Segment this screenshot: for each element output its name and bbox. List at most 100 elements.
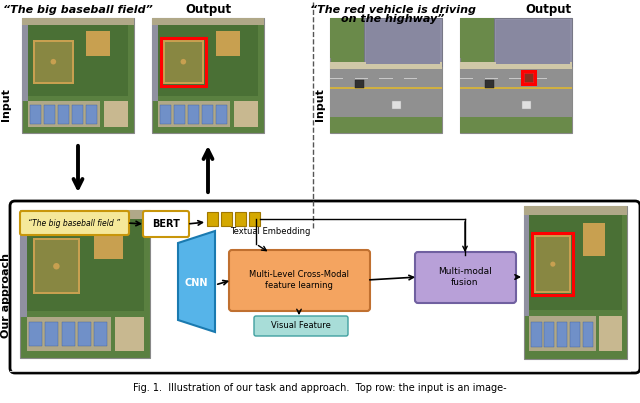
- Text: Textual Embedding: Textual Embedding: [230, 228, 310, 237]
- Text: “The big baseball field”: “The big baseball field”: [3, 5, 153, 15]
- Bar: [161, 38, 205, 85]
- Bar: [532, 233, 573, 295]
- Circle shape: [550, 262, 556, 267]
- Bar: [460, 117, 572, 133]
- Bar: [207, 212, 218, 226]
- Text: Our approach: Our approach: [1, 253, 11, 337]
- Bar: [78, 322, 91, 346]
- Bar: [524, 73, 533, 81]
- Bar: [249, 212, 260, 226]
- Bar: [330, 78, 344, 79]
- Bar: [364, 18, 442, 66]
- Text: Multi-Level Cross-Modal
feature learning: Multi-Level Cross-Modal feature learning: [249, 270, 349, 290]
- Bar: [522, 71, 535, 83]
- Bar: [380, 78, 393, 79]
- Bar: [529, 211, 622, 310]
- Bar: [531, 322, 541, 347]
- Bar: [460, 78, 474, 79]
- FancyBboxPatch shape: [254, 316, 348, 336]
- Bar: [235, 212, 246, 226]
- Bar: [460, 62, 572, 71]
- Bar: [61, 322, 75, 346]
- Text: Input: Input: [315, 89, 325, 121]
- Circle shape: [227, 42, 230, 45]
- Bar: [152, 25, 157, 101]
- Bar: [495, 20, 570, 64]
- Bar: [330, 69, 442, 117]
- Bar: [330, 117, 442, 133]
- FancyBboxPatch shape: [10, 201, 640, 373]
- Bar: [45, 322, 58, 346]
- Bar: [33, 40, 74, 83]
- Bar: [22, 25, 28, 101]
- Bar: [534, 235, 572, 293]
- Bar: [536, 237, 570, 291]
- Bar: [330, 87, 442, 89]
- Bar: [404, 78, 417, 79]
- Bar: [330, 62, 442, 71]
- Bar: [26, 214, 143, 311]
- Circle shape: [53, 263, 60, 270]
- Bar: [355, 80, 364, 88]
- Bar: [493, 18, 572, 66]
- Polygon shape: [178, 231, 215, 332]
- Bar: [544, 322, 554, 347]
- Bar: [484, 78, 498, 79]
- Bar: [392, 101, 401, 109]
- Bar: [202, 106, 213, 124]
- Circle shape: [593, 238, 596, 241]
- Bar: [174, 106, 185, 124]
- Bar: [221, 212, 232, 226]
- Bar: [524, 206, 627, 215]
- Text: Visual Feature: Visual Feature: [271, 322, 331, 330]
- FancyBboxPatch shape: [415, 252, 516, 303]
- Bar: [20, 210, 150, 358]
- Text: “The big baseball field ”: “The big baseball field ”: [28, 218, 120, 228]
- Bar: [216, 31, 241, 56]
- Bar: [26, 317, 111, 351]
- Bar: [104, 101, 129, 127]
- Bar: [460, 18, 493, 58]
- Bar: [20, 210, 150, 219]
- Bar: [460, 18, 572, 133]
- Bar: [529, 316, 596, 351]
- Bar: [234, 101, 259, 127]
- Bar: [460, 87, 572, 89]
- Text: Fig. 1.  Illustration of our task and approach.  Top row: the input is an image-: Fig. 1. Illustration of our task and app…: [133, 383, 507, 393]
- Bar: [30, 106, 41, 124]
- Text: “The red vehicle is driving: “The red vehicle is driving: [310, 5, 476, 15]
- FancyBboxPatch shape: [143, 211, 189, 237]
- Bar: [330, 18, 442, 133]
- Bar: [58, 106, 69, 124]
- Bar: [29, 322, 42, 346]
- Text: Output: Output: [185, 4, 231, 17]
- Text: Output: Output: [525, 4, 571, 17]
- Bar: [570, 322, 580, 347]
- Circle shape: [51, 59, 56, 64]
- Bar: [216, 106, 227, 124]
- Bar: [330, 18, 364, 58]
- Bar: [152, 18, 264, 133]
- Bar: [188, 106, 199, 124]
- Bar: [152, 18, 264, 25]
- Bar: [157, 101, 230, 127]
- Bar: [599, 316, 622, 351]
- Bar: [94, 322, 107, 346]
- Text: BERT: BERT: [152, 219, 180, 229]
- Bar: [115, 317, 143, 351]
- Bar: [28, 101, 100, 127]
- Bar: [522, 101, 531, 109]
- Bar: [582, 223, 605, 256]
- FancyBboxPatch shape: [20, 211, 129, 235]
- Bar: [163, 40, 204, 83]
- Bar: [86, 31, 111, 56]
- Circle shape: [106, 241, 110, 245]
- Bar: [44, 106, 55, 124]
- Bar: [35, 42, 72, 81]
- Bar: [35, 240, 78, 292]
- Bar: [86, 106, 97, 124]
- Text: Input: Input: [1, 89, 11, 121]
- Bar: [582, 322, 593, 347]
- Bar: [33, 238, 80, 294]
- Bar: [524, 206, 627, 359]
